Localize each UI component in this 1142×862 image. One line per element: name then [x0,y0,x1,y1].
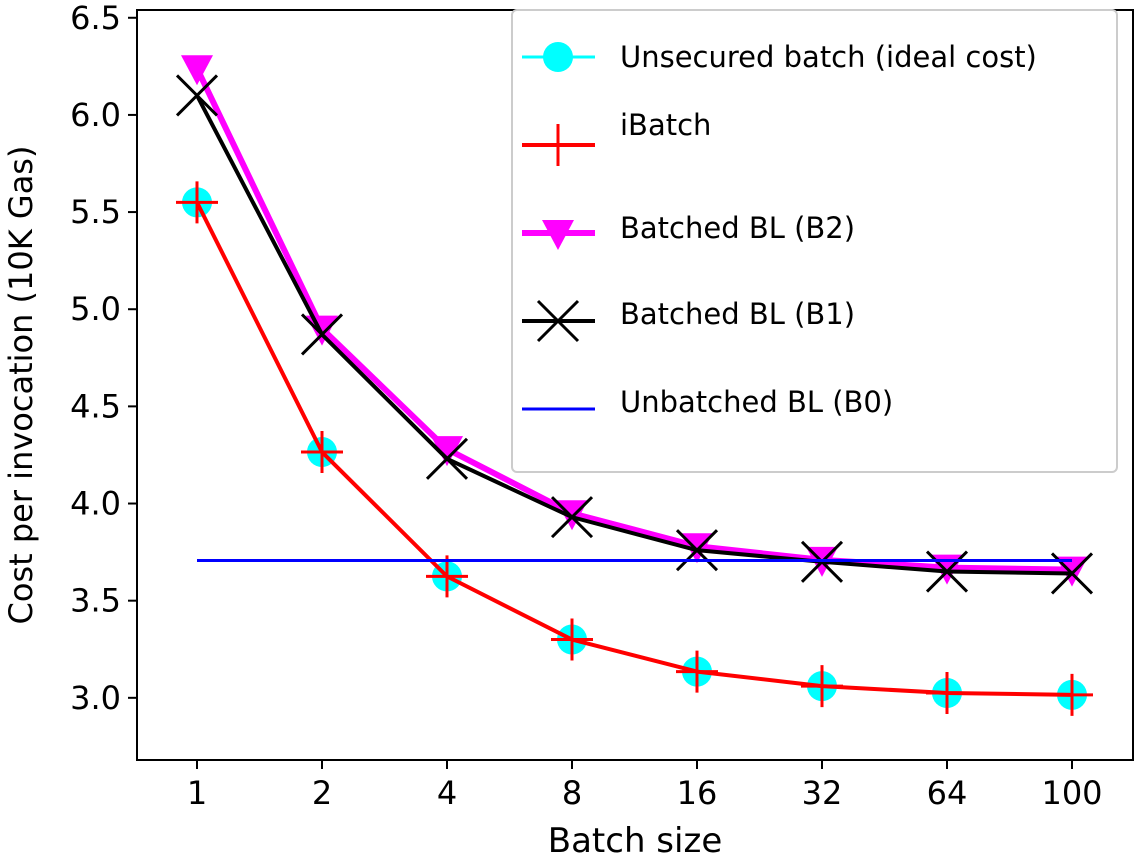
data-point [551,618,593,661]
x-tick-label: 16 [677,774,718,812]
series-line [194,66,1073,573]
data-point [300,313,344,356]
legend-marker [537,124,579,166]
data-point [675,529,719,572]
y-tick-label: 3.5 [70,582,121,620]
data-point [301,431,343,474]
legend-label: Batched BL (B1) [620,297,855,331]
series-line [195,94,1073,576]
data-point [181,55,213,86]
data-point [175,74,219,117]
y-tick-label: 6.0 [70,96,121,134]
legend-marker [536,299,580,343]
data-point [426,555,468,598]
legend-label: Batched BL (B2) [620,211,855,245]
data-point [676,650,718,693]
x-tick-label: 8 [562,774,582,812]
y-tick-label: 6.5 [70,0,121,37]
y-axis-label: Cost per invocation (10K Gas) [2,146,40,625]
x-tick-label: 32 [802,774,843,812]
data-point [550,496,594,539]
x-tick-label: 2 [312,774,332,812]
data-point [801,665,843,708]
data-point [926,671,968,714]
series-1 [176,181,1093,716]
legend-marker [542,220,574,250]
legend-label: Unbatched BL (B0) [620,385,893,419]
y-tick-label: 3.0 [70,679,121,717]
legend: Unsecured batch (ideal cost) iBatch Batche… [511,9,1118,473]
series-3 [175,74,1094,595]
legend-label: Unsecured batch (ideal cost) [620,40,1037,74]
x-tick-label: 64 [927,774,968,812]
legend-marker [543,42,573,72]
data-point [176,181,218,224]
y-tick-label: 4.5 [70,387,121,425]
data-point [425,437,469,480]
data-point [925,550,969,593]
data-point [431,436,463,467]
x-tick-label: 4 [437,774,457,812]
x-tick-label: 1 [187,774,207,812]
y-tick-label: 5.0 [70,290,121,328]
y-tick-label: 4.0 [70,485,121,523]
x-tick-label: 100 [1041,774,1102,812]
legend-label: iBatch [620,108,711,142]
x-axis-label: Batch size [548,821,722,858]
y-tick-label: 5.5 [70,193,121,231]
data-point [1051,673,1093,716]
